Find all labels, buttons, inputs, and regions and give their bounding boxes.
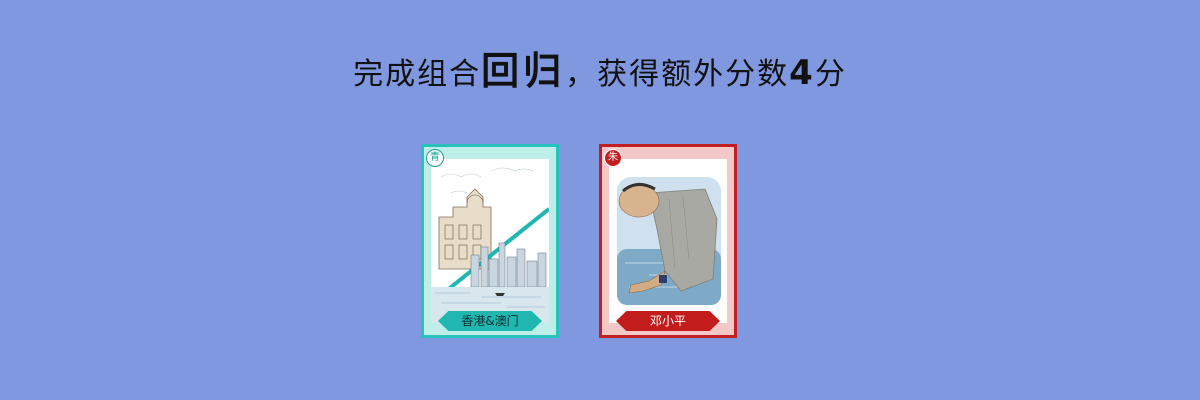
card-hongkong-macau[interactable]: 青 [421,144,559,338]
card-deng-xiaoping[interactable]: 朱 邓小平 [599,144,737,338]
combo-name: 回归 [481,49,566,93]
card-title-ribbon: 邓小平 [616,311,720,331]
card-rarity-badge: 青 [426,149,444,167]
card-title-ribbon: 香港&澳门 [438,311,542,331]
combo-prefix-text: 完成组合 [353,57,482,92]
card-illustration-deng-xiaoping [609,159,727,323]
card-illustration-hongkong-macau [431,159,549,323]
bonus-points: 4 [789,53,815,93]
combo-suffix-text: 分 [814,57,847,92]
combo-middle-text: ，获得额外分数 [565,57,790,92]
combo-message: 完成组合回归，获得额外分数4分 [0,40,1200,95]
card-rarity-badge: 朱 [604,149,622,167]
